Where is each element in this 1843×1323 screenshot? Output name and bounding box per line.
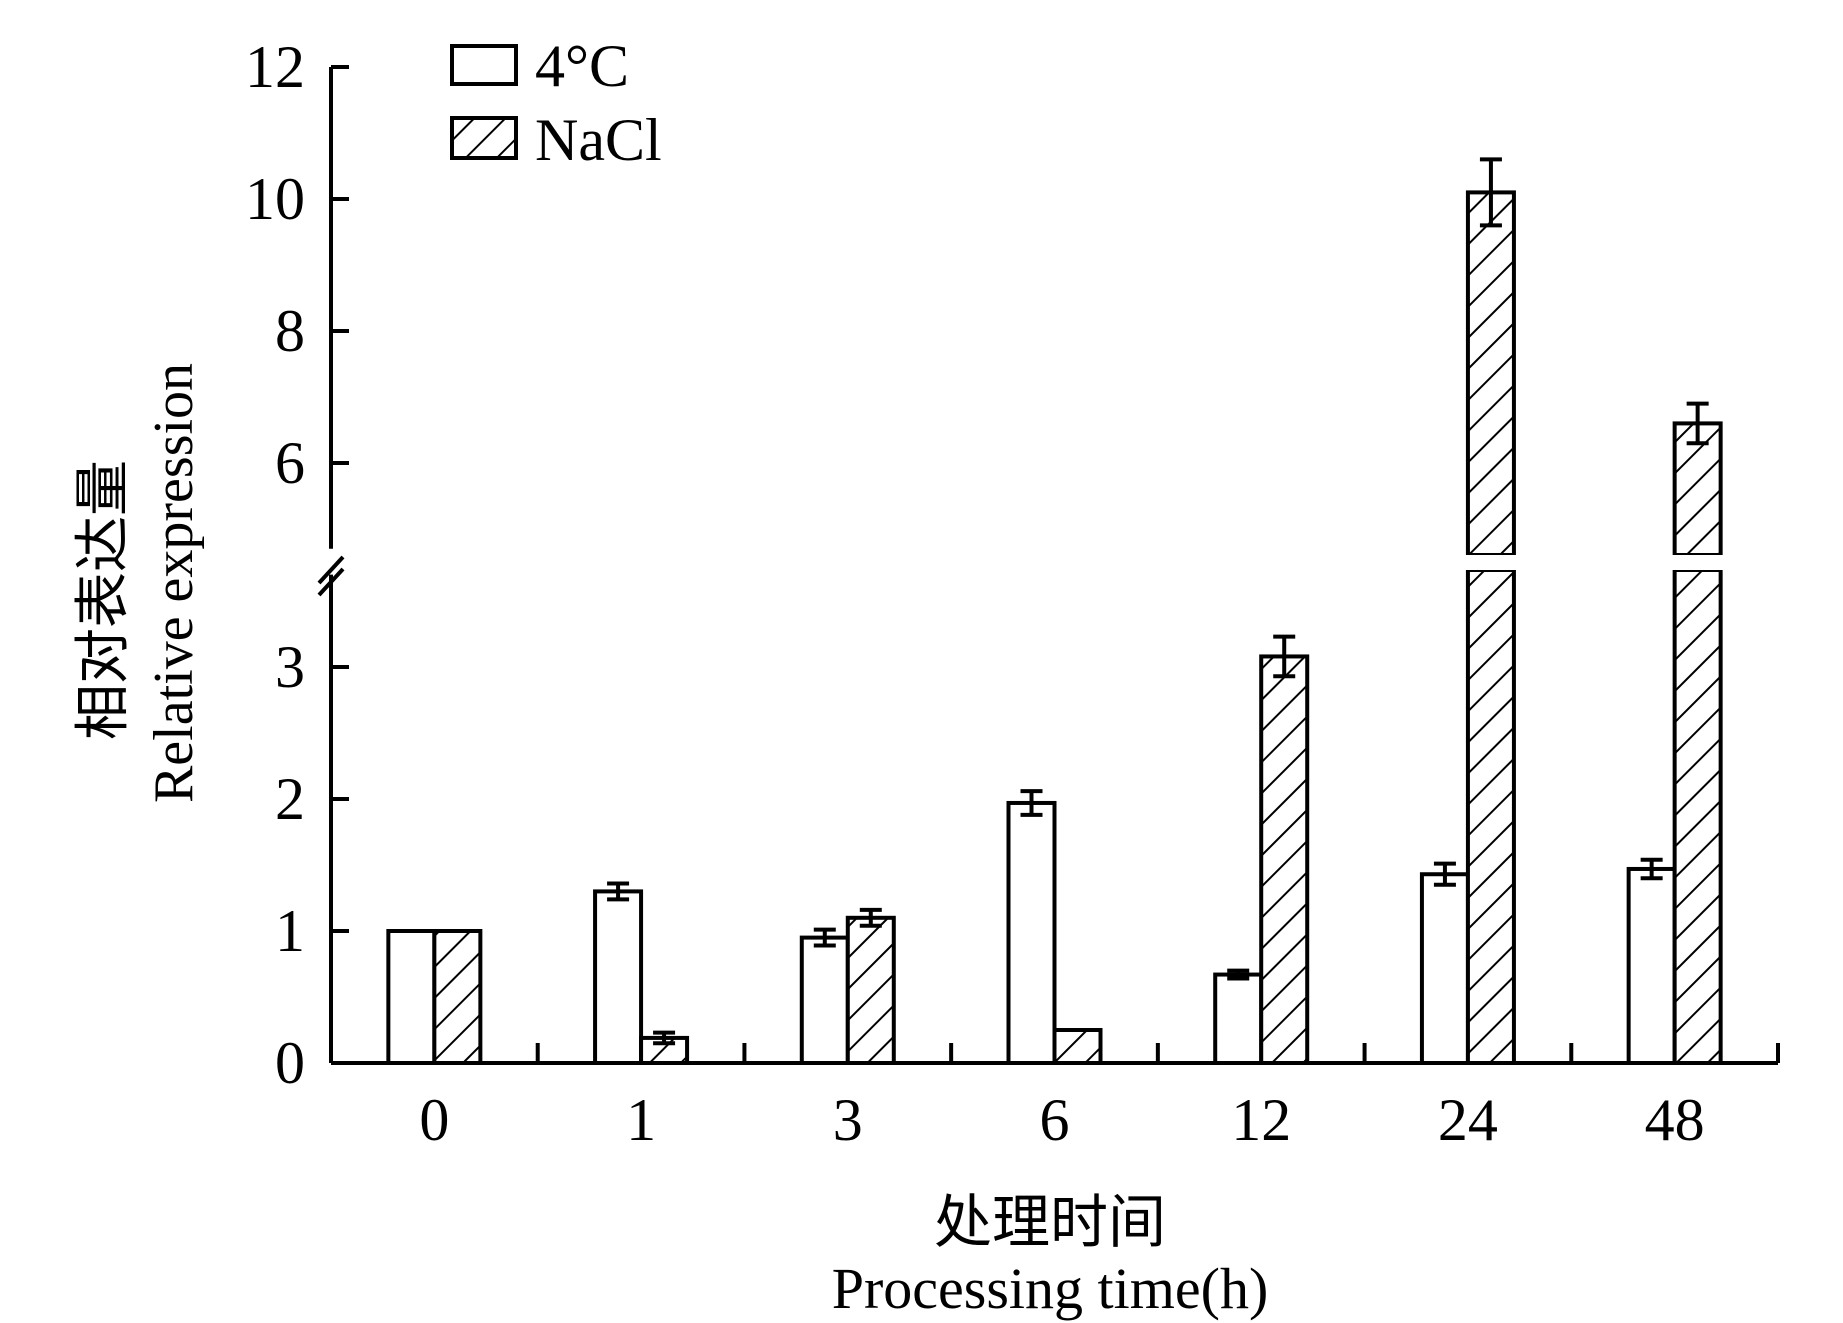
bar-hatched [845, 915, 896, 1065]
bar-open [1006, 800, 1057, 1066]
y-tick-label: 3 [275, 634, 305, 700]
y-axis-title-en: Relative expression [143, 363, 205, 803]
bar-open [1213, 972, 1264, 1065]
y-axis-title-cn: 相对表达量 [73, 460, 135, 740]
x-axis-title-en: Processing time(h) [832, 1256, 1269, 1321]
bar-hatched-lower [1465, 568, 1516, 1065]
y-tick-label: 0 [275, 1030, 305, 1096]
x-axis-title-cn: 处理时间 [934, 1190, 1166, 1255]
y-tick-label: 10 [245, 166, 305, 232]
bar-open [1626, 866, 1677, 1066]
x-axis-title: 处理时间 Processing time(h) [832, 1190, 1269, 1321]
bar-hatched [1259, 654, 1310, 1065]
bars-layer [386, 190, 1725, 1066]
bar-open [386, 929, 437, 1065]
bar-open [593, 889, 644, 1066]
bar-hatched [432, 929, 483, 1065]
x-tick-label: 6 [1040, 1087, 1070, 1153]
x-tick-label: 0 [419, 1087, 449, 1153]
axis-break-slash-1 [317, 555, 345, 585]
legend-swatch-4c [450, 44, 518, 86]
x-tick-label: 48 [1645, 1087, 1705, 1153]
x-tick-label: 12 [1231, 1087, 1291, 1153]
bar-hatched-lower [1672, 568, 1723, 1065]
y-tick-label: 2 [275, 766, 305, 832]
x-ticks: 0 1 3 6 12 24 48 [419, 1043, 1780, 1153]
y-tick-label: 1 [275, 898, 305, 964]
y-tick-label: 8 [275, 298, 305, 364]
axis-break-slash-2 [317, 567, 345, 597]
bar-open [799, 935, 850, 1065]
bar-open [1419, 872, 1470, 1065]
legend-swatch-nacl [450, 116, 518, 160]
x-tick-label: 3 [833, 1087, 863, 1153]
legend: 4°C NaCl [450, 33, 662, 173]
y-tick-label: 12 [245, 34, 305, 100]
x-tick-label: 24 [1438, 1087, 1498, 1153]
bar-hatched-upper [1465, 190, 1516, 557]
legend-label-4c: 4°C [535, 33, 629, 99]
legend-label-nacl: NaCl [535, 107, 662, 173]
axis-break-mark [317, 555, 345, 597]
y-tick-label: 6 [275, 430, 305, 496]
bar-break-gap [1463, 555, 1518, 570]
bar-break-gap [1670, 555, 1725, 570]
y-axis-title: 相对表达量 Relative expression [73, 363, 205, 803]
x-tick-label: 1 [626, 1087, 656, 1153]
bar-hatched [1052, 1028, 1103, 1065]
error-bars-layer [607, 157, 1709, 1046]
